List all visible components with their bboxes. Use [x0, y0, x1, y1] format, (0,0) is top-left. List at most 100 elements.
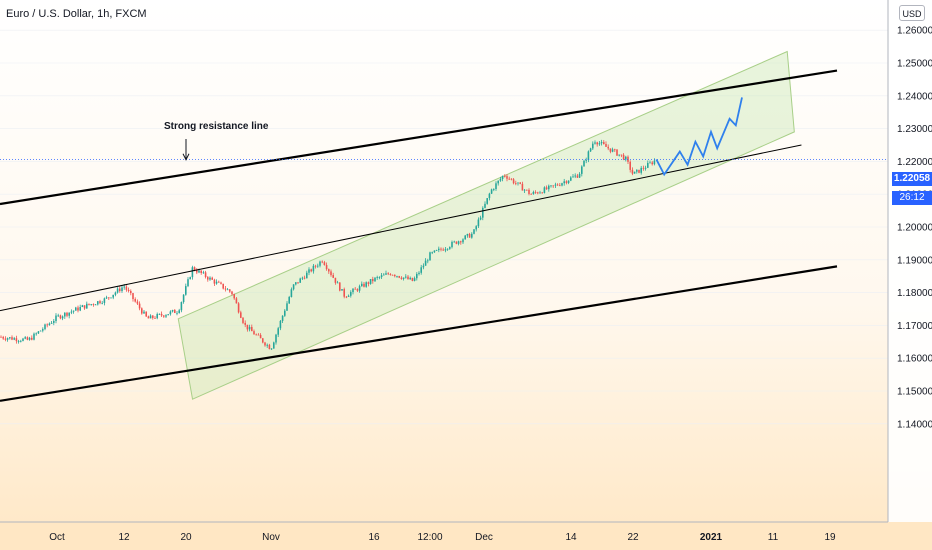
candle-body	[649, 162, 651, 164]
candle-body	[57, 315, 59, 317]
candle-body	[605, 144, 607, 147]
candle-body	[198, 270, 200, 273]
price-tick-label: 1.15000	[897, 387, 932, 398]
candle-body	[264, 342, 266, 346]
candle-body	[110, 297, 112, 299]
candle-body	[497, 180, 499, 184]
candle-body	[345, 296, 348, 298]
candle-body	[48, 323, 51, 326]
candle-body	[6, 338, 9, 340]
candle-body	[90, 304, 92, 305]
candle-body	[163, 315, 165, 317]
candle-body	[46, 324, 48, 326]
candle-body	[451, 241, 453, 248]
forecast-path[interactable]	[655, 97, 743, 177]
candle-body	[592, 143, 594, 149]
candle-body	[574, 175, 576, 177]
currency-button[interactable]: USD	[899, 5, 925, 21]
candle-body	[105, 297, 108, 299]
candle-body	[587, 151, 590, 161]
candle-body	[600, 142, 603, 144]
candle-body	[596, 142, 598, 145]
candle-body	[499, 178, 502, 181]
candle-body	[440, 248, 442, 250]
candle-body	[453, 241, 455, 243]
candle-body	[4, 338, 7, 340]
candle-body	[149, 315, 152, 319]
candle-body	[563, 181, 565, 184]
candle-body	[279, 320, 282, 329]
candle-body	[299, 278, 301, 283]
candle-body	[391, 274, 394, 276]
candle-body	[653, 160, 656, 165]
candle-body	[83, 305, 86, 309]
time-tick-label: 16	[368, 532, 380, 543]
candle-body	[176, 312, 178, 314]
candle-body	[70, 311, 73, 313]
candle-body	[268, 344, 271, 350]
candle-body	[248, 326, 251, 330]
candle-body	[420, 267, 422, 273]
forecast-layer	[655, 97, 743, 177]
candle-body	[325, 265, 328, 270]
candle-body	[53, 320, 55, 323]
candle-body	[545, 187, 548, 190]
candle-body	[79, 306, 81, 311]
candle-body	[460, 241, 462, 243]
trend-line-upper-resistance[interactable]	[0, 69, 838, 206]
candle-body	[127, 289, 130, 292]
trend-line-inner-trend[interactable]	[0, 144, 802, 312]
candle-body	[449, 247, 451, 249]
candle-body	[572, 176, 574, 178]
time-tick-label: 22	[627, 532, 639, 543]
candle-body	[11, 337, 13, 340]
candle-body	[246, 324, 249, 330]
candle-body	[389, 274, 392, 275]
candle-body	[616, 149, 618, 156]
candle-body	[257, 334, 260, 336]
candle-body	[479, 217, 482, 220]
candle-body	[200, 270, 202, 273]
candle-body	[633, 171, 636, 174]
candle-body	[651, 162, 653, 165]
candle-body	[284, 310, 286, 316]
candle-body	[213, 279, 216, 284]
candle-body	[352, 288, 354, 293]
candle-body	[169, 311, 172, 315]
time-tick-label: 14	[565, 532, 577, 543]
candle-body	[33, 333, 35, 340]
candle-body	[424, 260, 427, 266]
candle-body	[589, 148, 592, 152]
candle-body	[242, 317, 244, 323]
candle-body	[455, 241, 458, 244]
price-tick-label: 1.19000	[897, 255, 932, 266]
candle-body	[226, 289, 229, 291]
candle-body	[130, 291, 132, 294]
candle-body	[301, 277, 304, 279]
candle-body	[550, 185, 552, 187]
candle-body	[510, 178, 513, 180]
candle-body	[50, 322, 53, 324]
trend-line-lower-support[interactable]	[0, 265, 838, 402]
candle-body	[215, 281, 218, 284]
candle-body	[167, 314, 169, 316]
candle-body	[576, 175, 579, 178]
candle-body	[233, 294, 235, 299]
candle-body	[328, 269, 330, 272]
candle-body	[66, 312, 68, 316]
candle-body	[138, 303, 141, 309]
candle-body	[332, 275, 334, 278]
candle-body	[515, 183, 517, 185]
candle-body	[532, 191, 535, 195]
candle-body	[541, 192, 543, 194]
candle-body	[554, 184, 557, 186]
candle-body	[156, 314, 158, 319]
candle-body	[0, 336, 2, 338]
candle-body	[270, 348, 273, 350]
candle-body	[292, 284, 295, 290]
candle-body	[427, 260, 429, 262]
candle-body	[145, 311, 147, 317]
candle-body	[143, 311, 145, 314]
candle-body	[543, 187, 546, 193]
